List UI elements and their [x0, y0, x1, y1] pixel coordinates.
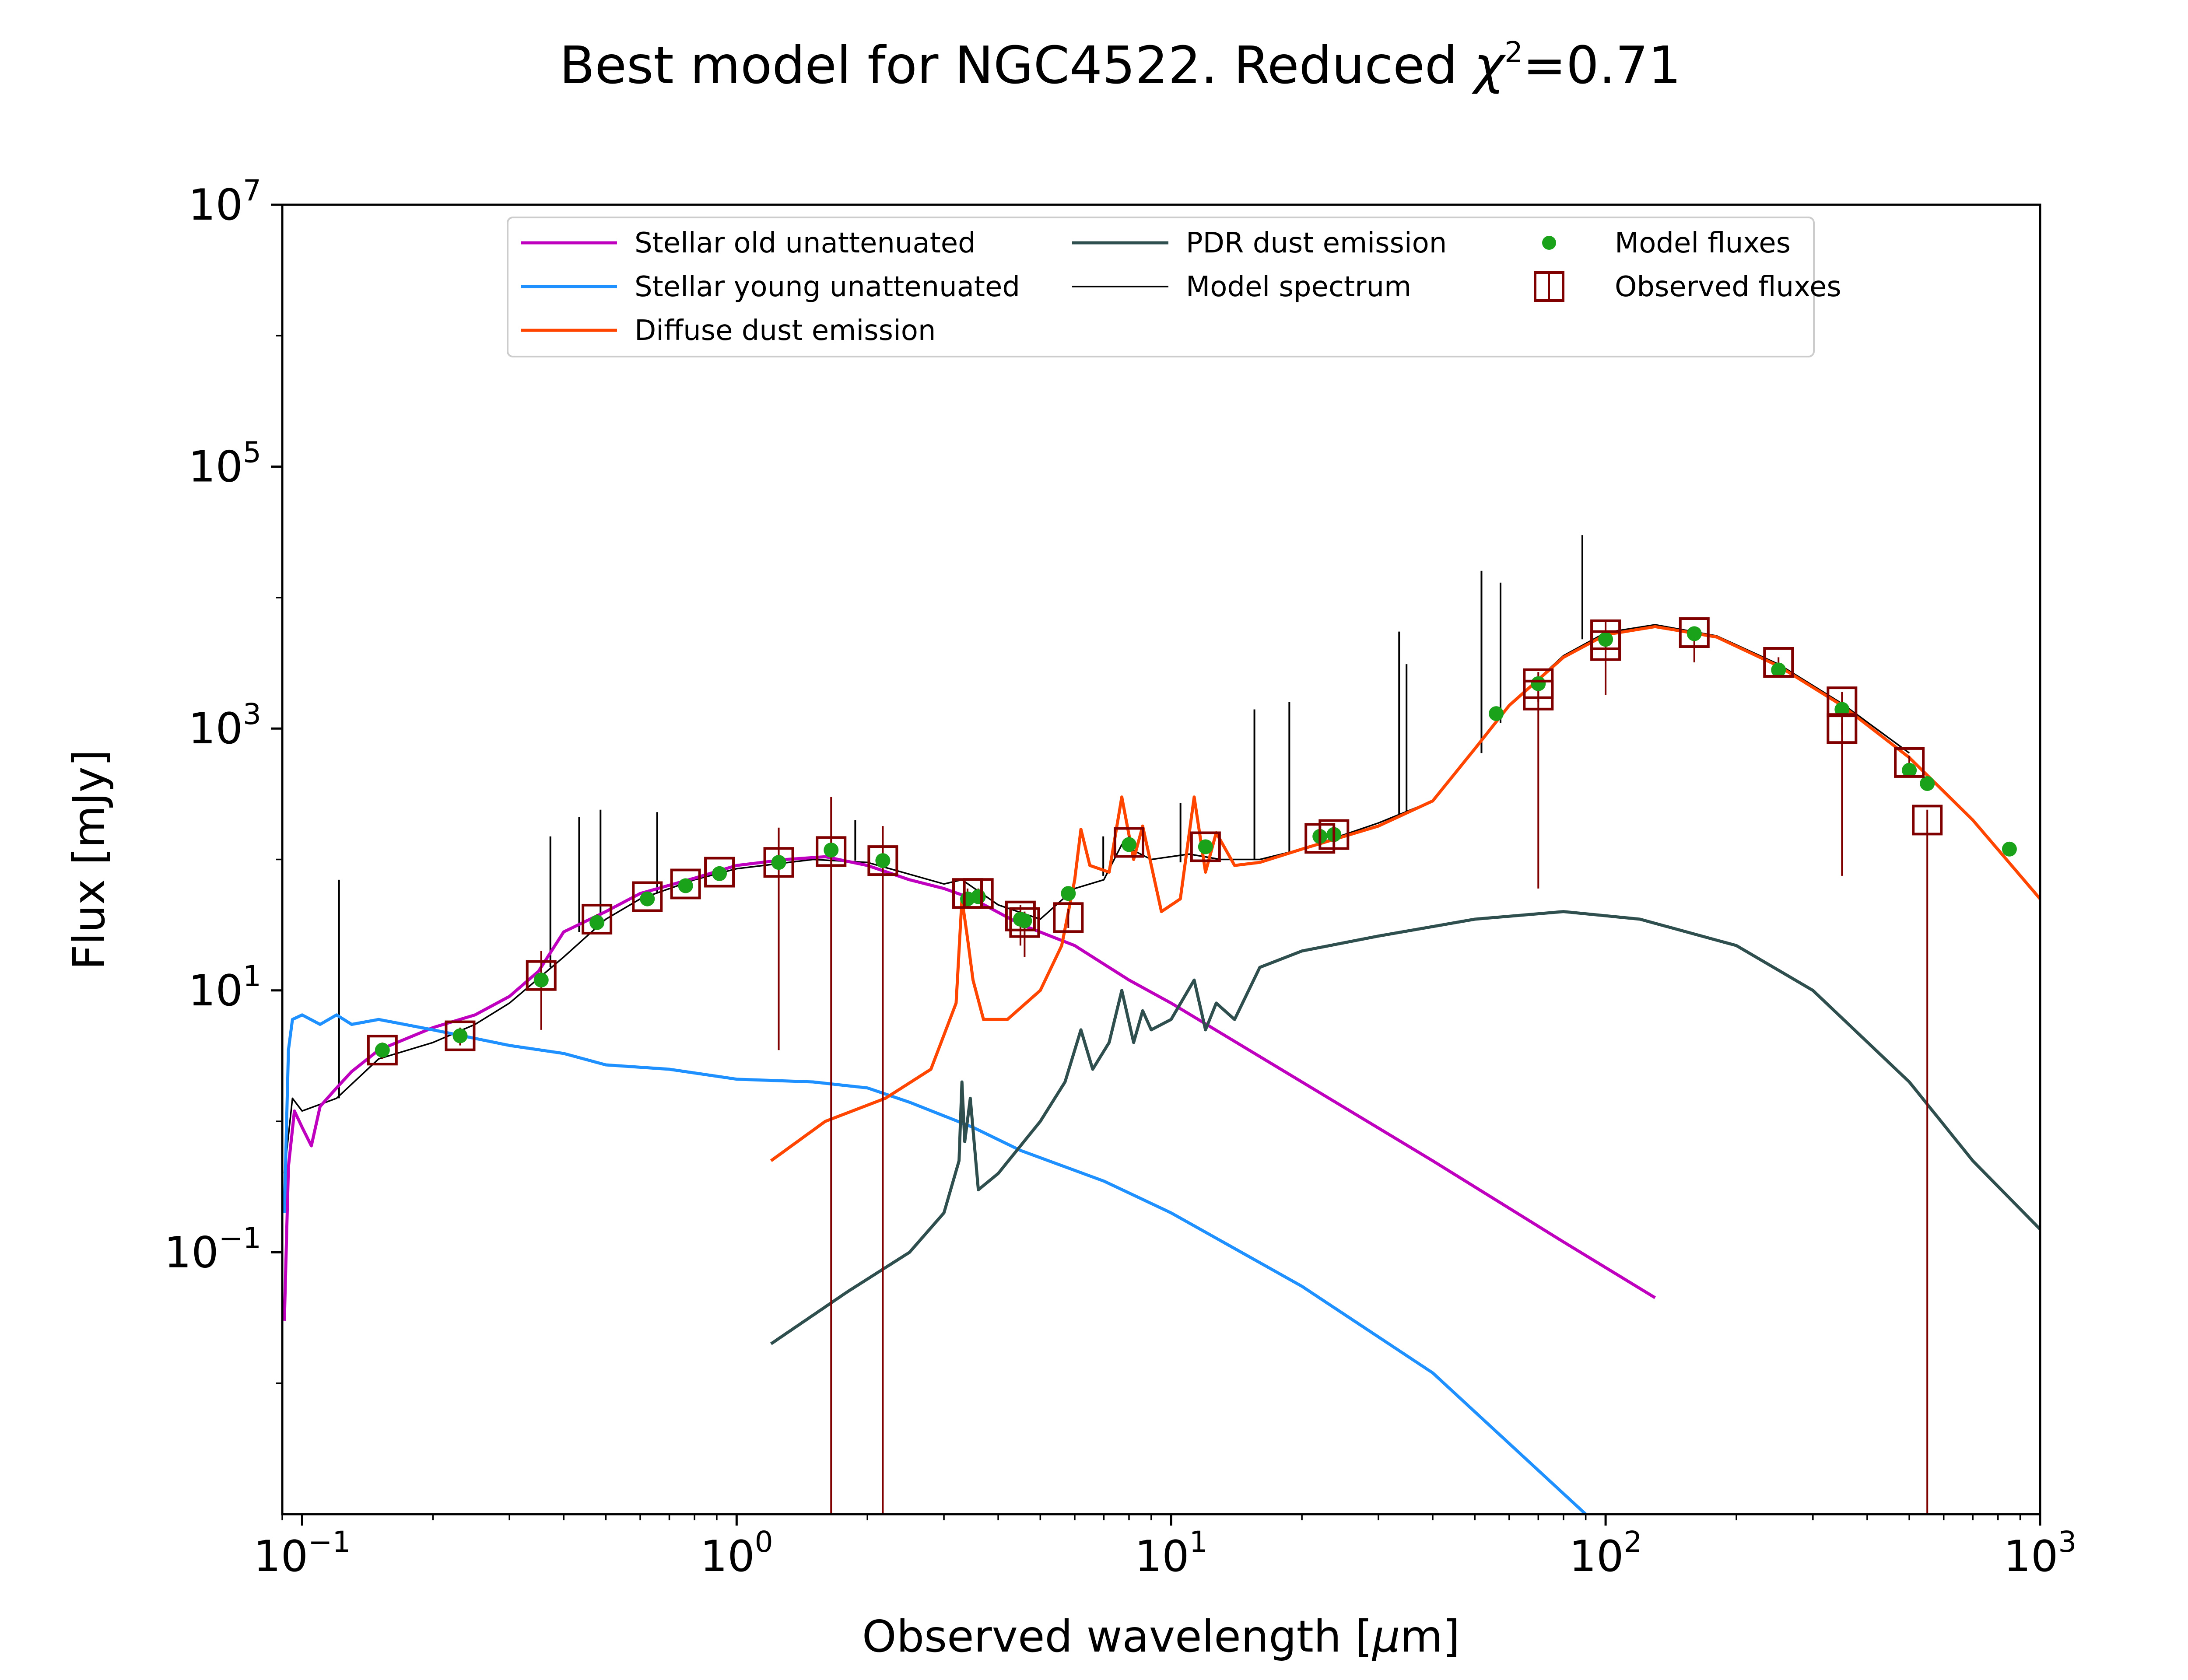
- observed-flux-point: [1763, 647, 1794, 678]
- observed-flux-point: [816, 836, 847, 867]
- model-flux-point: [1198, 839, 1213, 854]
- x-axis-label: Observed wavelength [μm]: [862, 1611, 1460, 1662]
- legend: Stellar old unattenuated Stellar young un…: [507, 217, 1841, 357]
- model-flux-point: [1121, 837, 1136, 852]
- legend-label: Diffuse dust emission: [635, 315, 936, 347]
- model-flux-point: [533, 973, 549, 988]
- observed-flux-point: [367, 1035, 398, 1066]
- legend-label: Model fluxes: [1615, 227, 1791, 259]
- model-flux-point: [771, 855, 786, 870]
- chart-title: Best model for NGC4522. Reduced χ2=0.71: [559, 35, 1681, 95]
- model-flux-point: [640, 891, 655, 906]
- model-flux-point: [452, 1028, 468, 1043]
- observed-flux-point: [1005, 900, 1036, 931]
- observed-flux-point: [1590, 630, 1621, 661]
- model-flux-point: [824, 842, 839, 858]
- observed-flux-point: [526, 960, 557, 991]
- model-flux-point: [1771, 662, 1786, 678]
- observed-flux-point: [1318, 819, 1350, 850]
- observed-flux-point: [1009, 907, 1040, 938]
- y-tick-label: 105: [188, 436, 261, 492]
- model-flux-point: [1017, 913, 1032, 928]
- model-flux-point: [2002, 841, 2017, 857]
- observed-flux-point: [704, 857, 735, 888]
- legend-label: Stellar young unattenuated: [635, 271, 1020, 303]
- observed-flux-point: [445, 1020, 476, 1051]
- observed-flux-point: [632, 881, 663, 912]
- observed-flux-point: [670, 868, 701, 900]
- model-flux-point: [678, 878, 693, 893]
- observed-flux-point: [1894, 747, 1925, 778]
- observed-flux-point: [1053, 902, 1084, 933]
- plot-area: [282, 205, 2040, 1514]
- model-flux-point: [375, 1043, 390, 1058]
- series-line-stellar-old-unattenuated: [283, 855, 1656, 1321]
- x-tick-label: 101: [1135, 1525, 1208, 1582]
- legend-label: Stellar old unattenuated: [635, 227, 976, 259]
- observed-flux-point: [1190, 831, 1221, 862]
- x-tick-label: 10−1: [253, 1525, 351, 1582]
- model-flux-point: [1687, 626, 1702, 641]
- model-flux-point: [1061, 886, 1076, 901]
- model-flux-point: [1834, 702, 1850, 717]
- legend-label: PDR dust emission: [1186, 227, 1447, 259]
- observed-flux-point: [582, 903, 613, 934]
- series-line-pdr-dust-emission: [770, 910, 2040, 1345]
- x-tick-label: 100: [700, 1525, 773, 1582]
- observed-flux-point: [1827, 713, 1858, 744]
- model-flux-point: [589, 915, 605, 930]
- model-flux-point: [1902, 763, 1917, 778]
- series-line-stellar-young-unattenuated: [283, 1013, 1587, 1514]
- legend-label: Model spectrum: [1186, 271, 1411, 303]
- legend-label: Observed fluxes: [1615, 271, 1841, 303]
- observed-flux-point: [1113, 827, 1144, 858]
- legend-swatch-dot: [1542, 236, 1556, 250]
- model-flux-point: [1920, 776, 1935, 791]
- y-tick-label: 103: [188, 697, 261, 754]
- model-flux-point: [1489, 706, 1504, 721]
- series-line-diffuse-dust-emission: [770, 625, 2040, 1162]
- y-axis-label: Flux [mJy]: [63, 749, 115, 970]
- model-flux-point: [875, 853, 891, 868]
- model-flux-point: [971, 889, 986, 904]
- x-tick-label: 102: [1569, 1525, 1642, 1582]
- y-tick-label: 10−1: [164, 1221, 261, 1278]
- y-tick-label: 107: [188, 174, 261, 230]
- observed-flux-point: [963, 878, 994, 909]
- observed-flux-point: [763, 847, 794, 878]
- x-tick-label: 103: [2004, 1525, 2077, 1582]
- y-tick-label: 101: [188, 959, 261, 1016]
- model-flux-point: [712, 866, 727, 881]
- model-flux-point: [1598, 632, 1613, 647]
- observed-flux-point: [867, 845, 898, 876]
- observed-flux-point: [1912, 805, 1943, 836]
- model-flux-point: [1531, 676, 1546, 691]
- observed-flux-point: [1523, 679, 1554, 710]
- observed-flux-point: [1679, 617, 1710, 648]
